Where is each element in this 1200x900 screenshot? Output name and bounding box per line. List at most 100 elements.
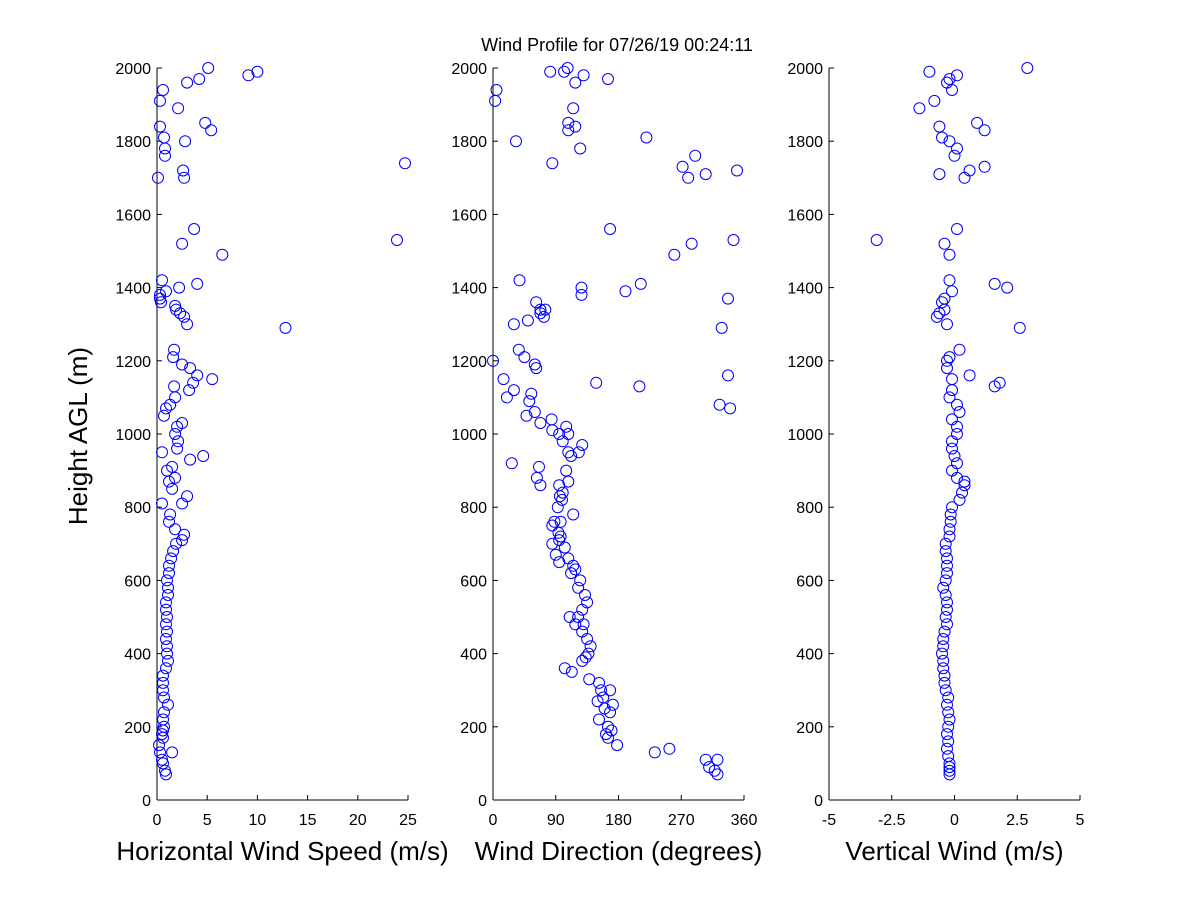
data-point-direction: [513, 274, 526, 287]
data-point-direction: [574, 574, 587, 587]
data-point-speed: [157, 84, 169, 96]
y-tick-label-speed: 200: [124, 720, 151, 737]
data-point-direction: [582, 647, 595, 660]
data-point-direction: [562, 124, 575, 137]
data-point-speed: [160, 402, 172, 415]
data-point-vertical: [936, 647, 948, 660]
y-axis-label: Height AGL (m): [63, 347, 93, 525]
data-point-speed: [184, 362, 197, 375]
data-point-direction: [685, 237, 698, 250]
data-point-direction: [572, 581, 585, 594]
y-tick-label-vertical: 800: [796, 500, 823, 517]
data-point-speed: [157, 724, 169, 737]
data-point-speed: [157, 676, 169, 689]
data-point-direction: [567, 508, 580, 521]
data-point-vertical: [963, 369, 976, 382]
y-tick-label-direction: 1000: [451, 427, 487, 444]
data-point-direction: [565, 450, 578, 462]
data-point-vertical: [941, 362, 953, 375]
x-tick-label-direction: 180: [605, 812, 632, 829]
x-tick-label-vertical: 5: [1076, 812, 1085, 829]
x-tick-label-vertical: -2.5: [878, 812, 906, 829]
data-point-direction: [534, 303, 547, 316]
panel-direction: 0 200 400 600 800 1000 1200 1400 1600 1800 2000 0 90…: [451, 61, 762, 866]
data-point-vertical: [944, 508, 957, 521]
y-tick-label-vertical: 1200: [787, 354, 823, 371]
y-tick-label-speed: 1800: [115, 134, 151, 151]
data-point-direction: [689, 149, 702, 162]
data-point-vertical: [941, 698, 953, 711]
data-point-vertical: [941, 618, 953, 631]
data-point-direction: [577, 618, 590, 631]
x-tick-label-speed: 15: [299, 812, 317, 829]
data-point-direction: [546, 157, 559, 170]
data-point-direction: [546, 424, 559, 437]
x-axis-label-direction: Wind Direction (degrees): [475, 836, 763, 866]
data-point-speed: [191, 277, 204, 290]
panel-speed: 0 200 400 600 800 1000 1200 1400 1600 1800 2000 0 5 1…: [115, 61, 448, 866]
data-point-vertical: [953, 493, 966, 506]
data-point-vertical: [933, 168, 946, 181]
y-tick-label-vertical: 1800: [787, 134, 823, 151]
data-point-vertical: [941, 603, 953, 616]
data-point-speed: [191, 369, 204, 382]
data-point-speed: [161, 574, 173, 587]
data-point-direction: [558, 65, 571, 78]
data-point-vertical: [913, 102, 926, 115]
data-point-direction: [562, 446, 575, 459]
data-point-vertical: [946, 384, 958, 397]
data-point-vertical: [942, 720, 955, 733]
data-point-vertical: [978, 124, 991, 137]
data-point-speed: [159, 149, 171, 162]
data-point-vertical: [948, 149, 961, 162]
data-point-speed: [161, 611, 173, 623]
data-point-direction: [602, 73, 614, 85]
data-point-speed: [183, 384, 196, 397]
y-tick-label-direction: 200: [460, 720, 487, 737]
data-point-vertical: [923, 65, 936, 78]
data-point-vertical: [941, 76, 953, 89]
data-point-speed: [178, 310, 191, 323]
data-point-speed: [181, 76, 194, 89]
data-point-vertical: [941, 354, 953, 367]
data-point-direction: [715, 321, 728, 334]
data-point-direction: [553, 428, 566, 440]
data-point-speed: [169, 391, 182, 404]
data-point-vertical: [953, 406, 966, 418]
data-point-vertical: [942, 691, 955, 704]
data-point-direction: [546, 519, 559, 532]
data-point-vertical: [937, 581, 950, 594]
data-point-vertical: [951, 142, 963, 155]
data-point-speed: [156, 446, 168, 459]
data-point-speed: [169, 471, 182, 484]
y-tick-label-direction: 1800: [451, 134, 487, 151]
data-point-speed: [156, 753, 168, 766]
y-tick-label-direction: 2000: [451, 61, 487, 78]
data-point-speed: [158, 409, 170, 422]
data-point-speed: [166, 482, 179, 495]
data-point-speed: [162, 581, 174, 594]
data-point-speed: [160, 285, 172, 298]
y-tick-label-speed: 600: [124, 573, 151, 590]
data-point-speed: [158, 706, 170, 719]
data-point-speed: [158, 720, 170, 733]
x-tick-label-speed: 5: [203, 812, 212, 829]
data-point-direction: [699, 753, 712, 766]
data-point-speed: [167, 545, 180, 558]
data-point-speed: [161, 625, 173, 638]
data-point-vertical: [946, 285, 958, 298]
data-point-direction: [507, 318, 520, 331]
data-point-direction: [602, 720, 614, 733]
data-point-direction: [682, 171, 695, 184]
data-point-direction: [576, 439, 589, 451]
data-point-speed: [160, 768, 172, 781]
data-point-vertical: [956, 486, 968, 499]
data-point-direction: [611, 739, 624, 752]
data-point-speed: [399, 157, 411, 170]
data-point-direction: [523, 395, 536, 408]
data-point-vertical: [951, 69, 963, 82]
data-point-direction: [634, 277, 647, 290]
x-axis-label-speed: Horizontal Wind Speed (m/s): [116, 836, 448, 866]
data-point-vertical: [958, 475, 971, 488]
